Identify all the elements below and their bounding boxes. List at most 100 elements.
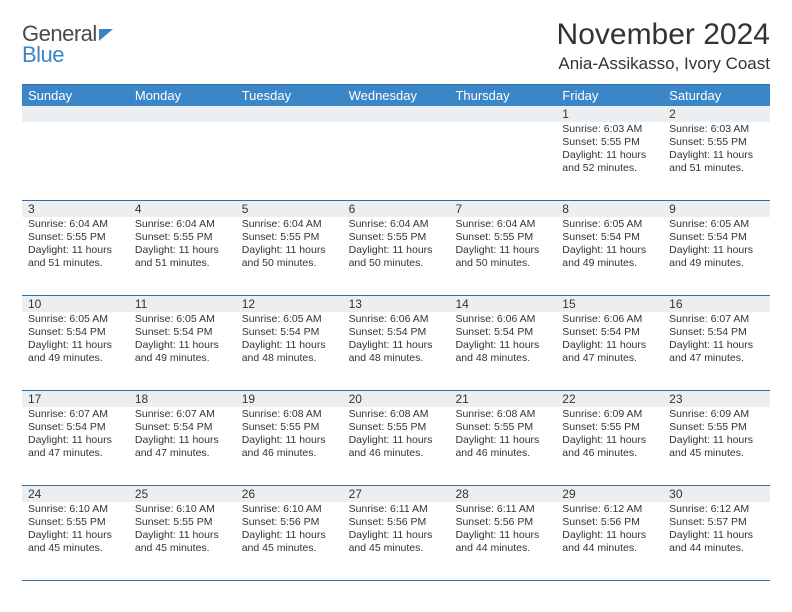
daylight-text: Daylight: 11 hours and 45 minutes.	[349, 529, 444, 555]
day-number: 15	[556, 296, 663, 312]
daylight-text: Daylight: 11 hours and 44 minutes.	[455, 529, 550, 555]
day-cell	[22, 122, 129, 200]
sunset-text: Sunset: 5:56 PM	[242, 516, 337, 529]
daylight-text: Daylight: 11 hours and 51 minutes.	[28, 244, 123, 270]
daylight-text: Daylight: 11 hours and 45 minutes.	[669, 434, 764, 460]
sunset-text: Sunset: 5:55 PM	[455, 231, 550, 244]
daylight-text: Daylight: 11 hours and 47 minutes.	[135, 434, 230, 460]
daynum-row: 17181920212223	[22, 391, 770, 407]
day-number: 6	[343, 201, 450, 217]
sunset-text: Sunset: 5:55 PM	[669, 421, 764, 434]
day-cell: Sunrise: 6:04 AMSunset: 5:55 PMDaylight:…	[236, 217, 343, 295]
sunset-text: Sunset: 5:55 PM	[562, 421, 657, 434]
daylight-text: Daylight: 11 hours and 46 minutes.	[455, 434, 550, 460]
sunset-text: Sunset: 5:55 PM	[135, 516, 230, 529]
day-number: 22	[556, 391, 663, 407]
daylight-text: Daylight: 11 hours and 51 minutes.	[135, 244, 230, 270]
sunrise-text: Sunrise: 6:05 AM	[242, 313, 337, 326]
day-cell: Sunrise: 6:11 AMSunset: 5:56 PMDaylight:…	[449, 502, 556, 580]
daylight-text: Daylight: 11 hours and 47 minutes.	[28, 434, 123, 460]
sunset-text: Sunset: 5:54 PM	[562, 326, 657, 339]
day-header: Thursday	[449, 85, 556, 106]
sunrise-text: Sunrise: 6:07 AM	[28, 408, 123, 421]
daylight-text: Daylight: 11 hours and 45 minutes.	[135, 529, 230, 555]
title-block: November 2024 Ania-Assikasso, Ivory Coas…	[557, 18, 770, 74]
daylight-text: Daylight: 11 hours and 48 minutes.	[242, 339, 337, 365]
sunset-text: Sunset: 5:55 PM	[135, 231, 230, 244]
daylight-text: Daylight: 11 hours and 49 minutes.	[562, 244, 657, 270]
day-cell: Sunrise: 6:09 AMSunset: 5:55 PMDaylight:…	[663, 407, 770, 485]
day-cell: Sunrise: 6:05 AMSunset: 5:54 PMDaylight:…	[22, 312, 129, 390]
daylight-text: Daylight: 11 hours and 45 minutes.	[242, 529, 337, 555]
day-number: 19	[236, 391, 343, 407]
sunset-text: Sunset: 5:55 PM	[669, 136, 764, 149]
daynum-row: 12	[22, 106, 770, 122]
sunrise-text: Sunrise: 6:04 AM	[349, 218, 444, 231]
day-number: 20	[343, 391, 450, 407]
day-number: 12	[236, 296, 343, 312]
sunrise-text: Sunrise: 6:09 AM	[669, 408, 764, 421]
day-header: Sunday	[22, 85, 129, 106]
sunset-text: Sunset: 5:54 PM	[28, 421, 123, 434]
day-number: 5	[236, 201, 343, 217]
day-cell: Sunrise: 6:10 AMSunset: 5:56 PMDaylight:…	[236, 502, 343, 580]
daynum-row: 3456789	[22, 201, 770, 217]
day-number: 11	[129, 296, 236, 312]
sunset-text: Sunset: 5:55 PM	[242, 421, 337, 434]
sunset-text: Sunset: 5:55 PM	[28, 516, 123, 529]
daylight-text: Daylight: 11 hours and 49 minutes.	[28, 339, 123, 365]
day-number: 3	[22, 201, 129, 217]
sunset-text: Sunset: 5:54 PM	[242, 326, 337, 339]
sunset-text: Sunset: 5:55 PM	[28, 231, 123, 244]
day-number: 1	[556, 106, 663, 122]
daylight-text: Daylight: 11 hours and 45 minutes.	[28, 529, 123, 555]
calendar: SundayMondayTuesdayWednesdayThursdayFrid…	[22, 84, 770, 581]
sunrise-text: Sunrise: 6:09 AM	[562, 408, 657, 421]
sunset-text: Sunset: 5:57 PM	[669, 516, 764, 529]
sunrise-text: Sunrise: 6:07 AM	[669, 313, 764, 326]
day-header: Saturday	[663, 85, 770, 106]
sunrise-text: Sunrise: 6:04 AM	[28, 218, 123, 231]
day-number: 30	[663, 486, 770, 502]
sunset-text: Sunset: 5:55 PM	[349, 231, 444, 244]
day-number: 2	[663, 106, 770, 122]
sunset-text: Sunset: 5:54 PM	[28, 326, 123, 339]
daylight-text: Daylight: 11 hours and 47 minutes.	[562, 339, 657, 365]
daylight-text: Daylight: 11 hours and 44 minutes.	[669, 529, 764, 555]
sunrise-text: Sunrise: 6:05 AM	[562, 218, 657, 231]
sunset-text: Sunset: 5:54 PM	[562, 231, 657, 244]
sunrise-text: Sunrise: 6:05 AM	[28, 313, 123, 326]
daylight-text: Daylight: 11 hours and 50 minutes.	[349, 244, 444, 270]
day-number: 8	[556, 201, 663, 217]
day-cell: Sunrise: 6:08 AMSunset: 5:55 PMDaylight:…	[343, 407, 450, 485]
daylight-text: Daylight: 11 hours and 52 minutes.	[562, 149, 657, 175]
day-cell: Sunrise: 6:04 AMSunset: 5:55 PMDaylight:…	[22, 217, 129, 295]
sunset-text: Sunset: 5:55 PM	[242, 231, 337, 244]
day-number	[22, 106, 129, 122]
sunset-text: Sunset: 5:54 PM	[455, 326, 550, 339]
day-cell: Sunrise: 6:07 AMSunset: 5:54 PMDaylight:…	[663, 312, 770, 390]
day-header: Friday	[556, 85, 663, 106]
sunrise-text: Sunrise: 6:06 AM	[349, 313, 444, 326]
day-number: 23	[663, 391, 770, 407]
sunrise-text: Sunrise: 6:06 AM	[562, 313, 657, 326]
day-cell	[129, 122, 236, 200]
logo-text-blue: Blue	[22, 45, 113, 66]
daylight-text: Daylight: 11 hours and 46 minutes.	[242, 434, 337, 460]
sunrise-text: Sunrise: 6:08 AM	[455, 408, 550, 421]
logo-triangle-icon	[99, 29, 113, 41]
day-number: 17	[22, 391, 129, 407]
sunrise-text: Sunrise: 6:10 AM	[242, 503, 337, 516]
day-cell: Sunrise: 6:05 AMSunset: 5:54 PMDaylight:…	[129, 312, 236, 390]
sunset-text: Sunset: 5:55 PM	[562, 136, 657, 149]
day-number: 27	[343, 486, 450, 502]
daylight-text: Daylight: 11 hours and 51 minutes.	[669, 149, 764, 175]
sunset-text: Sunset: 5:54 PM	[135, 421, 230, 434]
day-cell: Sunrise: 6:07 AMSunset: 5:54 PMDaylight:…	[129, 407, 236, 485]
daylight-text: Daylight: 11 hours and 49 minutes.	[669, 244, 764, 270]
day-number: 7	[449, 201, 556, 217]
sunrise-text: Sunrise: 6:11 AM	[455, 503, 550, 516]
week-row: Sunrise: 6:03 AMSunset: 5:55 PMDaylight:…	[22, 122, 770, 201]
sunrise-text: Sunrise: 6:10 AM	[135, 503, 230, 516]
sunrise-text: Sunrise: 6:07 AM	[135, 408, 230, 421]
